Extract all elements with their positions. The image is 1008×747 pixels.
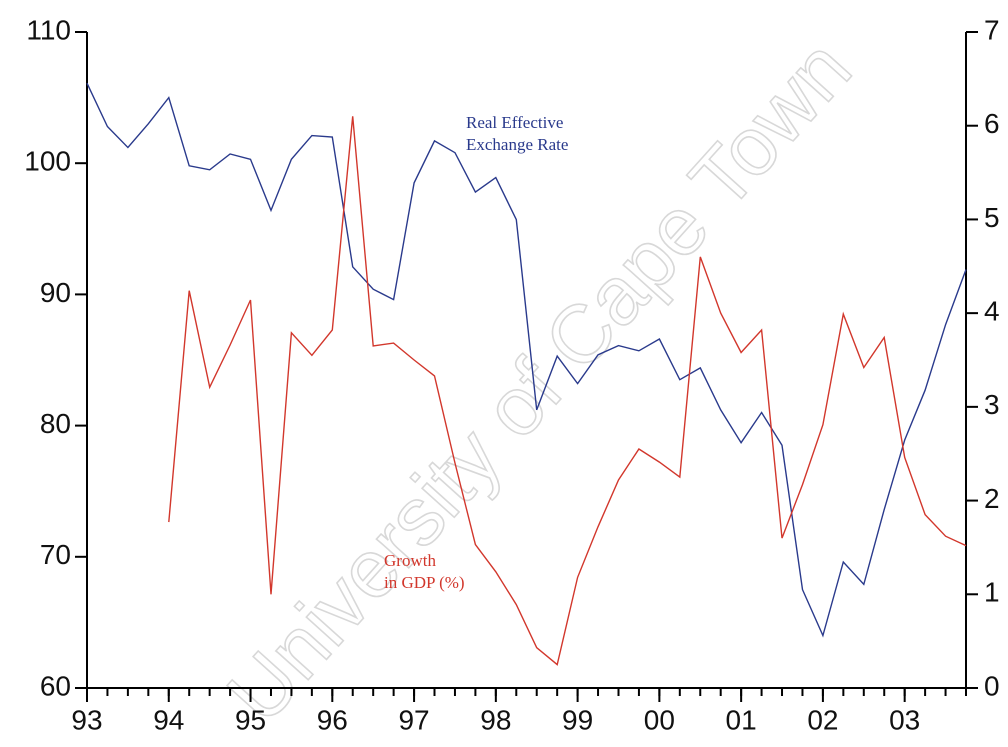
y-tick-label: 70 xyxy=(40,539,71,570)
y2-tick-label: 1 xyxy=(984,577,1000,608)
annotation: Real Effective xyxy=(466,113,563,132)
y2-tick-label: 4 xyxy=(984,296,1000,327)
annotation: Exchange Rate xyxy=(466,135,568,154)
y2-tick-label: 7 xyxy=(984,14,1000,45)
x-tick-label: 96 xyxy=(317,704,348,735)
x-tick-label: 00 xyxy=(644,704,675,735)
y-tick-label: 80 xyxy=(40,408,71,439)
annotation: Growth xyxy=(384,551,436,570)
y2-tick-label: 0 xyxy=(984,670,1000,701)
y-tick-label: 100 xyxy=(24,146,71,177)
y2-tick-label: 3 xyxy=(984,389,1000,420)
x-tick-label: 98 xyxy=(480,704,511,735)
series-line xyxy=(168,116,967,666)
series-line xyxy=(86,82,967,638)
y-tick-label: 60 xyxy=(40,670,71,701)
y2-tick-label: 2 xyxy=(984,483,1000,514)
x-tick-label: 94 xyxy=(153,704,184,735)
x-tick-label: 95 xyxy=(235,704,266,735)
y2-tick-label: 5 xyxy=(984,202,1000,233)
x-tick-label: 97 xyxy=(398,704,429,735)
y-tick-label: 90 xyxy=(40,277,71,308)
y2-tick-label: 6 xyxy=(984,108,1000,139)
x-tick-label: 01 xyxy=(726,704,757,735)
x-tick-label: 03 xyxy=(889,704,920,735)
x-tick-label: 93 xyxy=(71,704,102,735)
annotation: in GDP (%) xyxy=(384,573,465,592)
y-tick-label: 110 xyxy=(26,14,71,45)
x-tick-label: 02 xyxy=(807,704,838,735)
x-tick-label: 99 xyxy=(562,704,593,735)
